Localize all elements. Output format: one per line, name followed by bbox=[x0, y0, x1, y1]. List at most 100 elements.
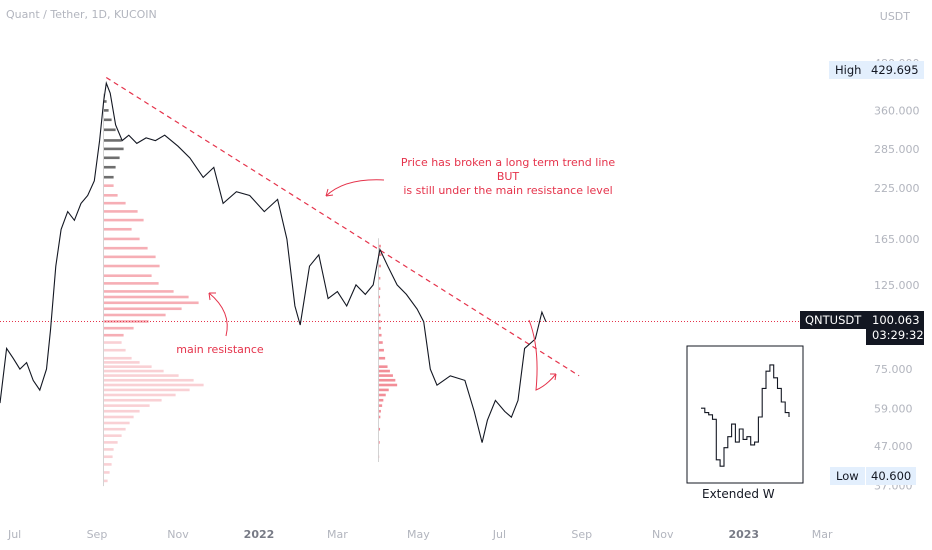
y-tick-label: 125.000 bbox=[874, 279, 920, 292]
x-tick-label: Jul bbox=[492, 528, 506, 541]
volume-profile-bar bbox=[103, 218, 144, 222]
volume-profile-bar bbox=[103, 237, 140, 241]
volume-profile-bar bbox=[103, 264, 160, 268]
volume-profile-bar bbox=[103, 421, 130, 425]
volume-profile-bar bbox=[103, 356, 132, 360]
volume-profile-bar bbox=[103, 463, 112, 466]
volume-profile-bar bbox=[378, 333, 382, 337]
volume-profile-bar bbox=[378, 441, 380, 444]
volume-profile-bar bbox=[103, 427, 126, 431]
currency-label: USDT bbox=[879, 10, 910, 23]
annotation-note: is still under the main resistance level bbox=[403, 184, 612, 197]
main-resistance-label: main resistance bbox=[176, 343, 264, 356]
volume-profile-bar bbox=[103, 333, 124, 337]
volume-profile-bar bbox=[378, 393, 386, 397]
volume-profile-bar bbox=[103, 455, 113, 459]
volume-profile-bar bbox=[103, 415, 134, 419]
last-price-tag: 100.063 03:29:32 bbox=[866, 311, 924, 345]
x-tick-label: 2022 bbox=[244, 528, 275, 541]
trend-line bbox=[105, 77, 580, 377]
x-tick-label: Nov bbox=[167, 528, 189, 541]
volume-profile-bar bbox=[103, 409, 140, 413]
retest-arrow bbox=[528, 319, 557, 391]
volume-profile-bar bbox=[103, 361, 140, 364]
volume-profile-bar bbox=[103, 441, 118, 444]
volume-profile-bar bbox=[378, 341, 383, 344]
volume-profile-bar bbox=[103, 393, 176, 397]
volume-profile-bar bbox=[378, 326, 381, 330]
inset-chart bbox=[686, 345, 804, 484]
volume-profile-bar bbox=[103, 109, 109, 112]
volume-profile-bar bbox=[103, 295, 189, 299]
volume-profile-bar bbox=[103, 255, 156, 259]
volume-profile-bar bbox=[103, 313, 166, 317]
volume-profile bbox=[103, 93, 204, 487]
y-tick-label: 59.000 bbox=[874, 403, 913, 416]
resistance-arrow bbox=[208, 292, 228, 337]
volume-profile-bar bbox=[103, 383, 204, 387]
volume-profile-bar bbox=[103, 165, 116, 169]
y-tick-label: 75.000 bbox=[874, 363, 913, 376]
volume-profile-bar bbox=[378, 320, 381, 323]
volume-profile-bar bbox=[103, 307, 182, 311]
volume-profile-bar bbox=[103, 246, 148, 250]
volume-profile-bar bbox=[378, 374, 393, 377]
volume-profile-bar bbox=[103, 274, 152, 278]
symbol-price-tag: QNTUSDT bbox=[800, 311, 867, 329]
y-tick-label: 285.000 bbox=[874, 143, 920, 156]
y-tick-label: 165.000 bbox=[874, 233, 920, 246]
volume-profile-bar bbox=[378, 304, 381, 308]
annotation-note: BUT bbox=[497, 170, 520, 183]
volume-profile-bar bbox=[378, 398, 384, 402]
bar-countdown: 03:29:32 bbox=[872, 328, 924, 342]
volume-profile-bar bbox=[378, 378, 396, 382]
y-tick-label: 225.000 bbox=[874, 182, 920, 195]
volume-profile-bar bbox=[103, 479, 108, 483]
x-tick-label: Sep bbox=[87, 528, 108, 541]
x-tick-label: 2023 bbox=[728, 528, 759, 541]
volume-profile-bar bbox=[103, 210, 138, 213]
inset-caption: Extended W bbox=[702, 487, 775, 501]
volume-profile-bar bbox=[378, 369, 390, 373]
volume-profile-bar bbox=[103, 301, 199, 305]
x-tick-label: Jul bbox=[7, 528, 21, 541]
volume-profile-bar bbox=[103, 139, 122, 142]
volume-profile-bar bbox=[103, 201, 126, 205]
volume-profile-bar bbox=[103, 365, 152, 368]
x-tick-label: May bbox=[407, 528, 430, 541]
volume-profile-bar bbox=[378, 253, 382, 256]
volume-profile-bar bbox=[103, 175, 114, 179]
volume-profile-bar bbox=[103, 341, 122, 344]
volume-profile-bar bbox=[103, 118, 112, 122]
low-label: Low bbox=[830, 467, 865, 485]
volume-profile-bar bbox=[378, 276, 381, 280]
x-tick-label: Mar bbox=[812, 528, 833, 541]
volume-profile-bar bbox=[378, 365, 388, 368]
volume-profile-bar bbox=[103, 398, 162, 402]
high-label: High bbox=[829, 61, 868, 79]
volume-profile-bar bbox=[378, 264, 381, 268]
last-price: 100.063 bbox=[872, 313, 920, 327]
volume-profile-bar bbox=[378, 295, 381, 299]
volume-profile-bar bbox=[103, 378, 194, 382]
volume-profile-bar bbox=[378, 313, 381, 317]
volume-profile-bar bbox=[103, 448, 114, 451]
volume-profile-bar bbox=[378, 383, 398, 387]
retest-arrow-head bbox=[550, 373, 557, 381]
volume-profile-bar bbox=[103, 184, 114, 187]
x-tick-label: Mar bbox=[327, 528, 348, 541]
volume-profile-bar bbox=[378, 388, 389, 392]
x-tick-label: Nov bbox=[652, 528, 674, 541]
volume-profile-bar bbox=[378, 427, 381, 431]
volume-profile-bar bbox=[378, 287, 381, 290]
volume-profile-bar bbox=[103, 100, 107, 103]
price-series-line bbox=[0, 81, 547, 443]
volume-profile-bar bbox=[378, 356, 386, 360]
note-arrow bbox=[325, 179, 385, 197]
volume-profile bbox=[378, 238, 398, 462]
volume-profile-bar bbox=[103, 348, 126, 352]
inset-frame bbox=[686, 345, 804, 484]
volume-profile-bar bbox=[103, 326, 134, 330]
x-tick-label: Sep bbox=[571, 528, 592, 541]
